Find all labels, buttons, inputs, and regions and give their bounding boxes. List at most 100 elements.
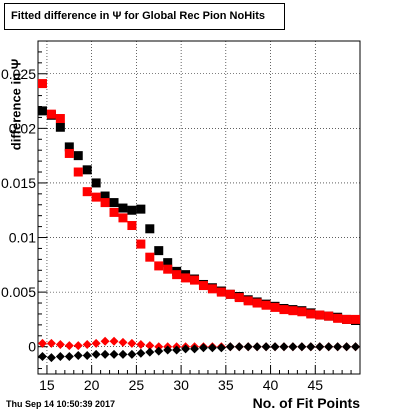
data-point [198,281,208,291]
data-point [118,203,128,213]
data-point [109,349,119,359]
data-point [118,337,128,347]
data-point [207,284,217,294]
data-point [342,342,352,352]
data-point [100,349,110,359]
data-point [118,213,128,223]
data-point [234,293,244,303]
x-tick-label: 30 [173,377,189,393]
data-point [64,148,74,158]
data-point [333,313,343,323]
data-point [306,342,316,352]
data-point [172,345,182,355]
data-point [55,352,65,362]
y-tick-label: 0.015 [1,175,36,191]
data-point [91,338,101,348]
data-point [315,342,325,352]
data-point [190,275,200,285]
data-point [46,353,56,363]
x-tick-label: 15 [39,377,55,393]
data-point [279,305,289,315]
data-point [100,191,110,201]
data-point [37,352,47,362]
data-point [136,348,146,358]
data-point [91,192,101,202]
grid-lines [38,41,360,374]
data-point [288,306,298,316]
data-point [297,307,307,317]
data-point [225,342,235,352]
data-point [145,347,155,357]
x-tick-label: 45 [307,377,323,393]
data-point [136,340,146,350]
data-point [136,239,146,249]
data-point [351,314,361,324]
data-point [243,342,253,352]
data-point [64,341,74,351]
data-point [82,187,92,197]
data-point [270,302,280,312]
data-point [252,342,262,352]
data-point [46,109,56,119]
data-point [73,341,83,351]
data-point [64,352,74,362]
data-point [342,314,352,324]
y-tick-label: 0.01 [9,230,36,246]
data-point [172,270,182,280]
data-point [216,287,226,297]
data-point [181,273,191,283]
data-point [145,341,155,351]
data-point [154,261,164,271]
data-point [154,246,164,256]
data-point [207,343,217,353]
data-point [127,349,137,359]
data-point [100,336,110,346]
data-point [127,205,137,215]
data-point [181,344,191,354]
data-point [37,106,47,116]
data-point [73,167,83,177]
data-point [64,142,74,152]
data-point [37,338,47,348]
data-point [279,342,289,352]
data-point [91,178,101,188]
data-point [91,349,101,359]
y-tick-label: 0.005 [1,284,36,300]
data-point [100,198,110,208]
data-point [109,198,119,208]
x-tick-label: 20 [84,377,100,393]
x-tick-label: 25 [129,377,145,393]
data-point [145,224,155,234]
data-point [297,342,307,352]
data-point [55,114,65,124]
axis-ticks: 15 20 25 30 35 40 45 0 0.005 0.01 0.015 0.02 0.025 [1,40,361,393]
data-point [109,207,119,217]
data-point [154,346,164,356]
data-point [109,336,119,346]
data-point [243,296,253,306]
y-tick-label: 0 [28,339,36,355]
data-point [136,204,146,214]
chart-title: Fitted difference in Ψ for Global Rec Pi… [4,3,285,30]
series-4 [37,342,361,363]
data-point [37,79,47,89]
data-point [163,258,173,268]
timestamp: Thu Sep 14 10:50:39 2017 [6,399,116,409]
data-point [270,342,280,352]
x-tick-label: 35 [218,377,234,393]
data-point [82,350,92,360]
data-point [163,345,173,355]
x-axis-label: No. of Fit Points [252,395,360,411]
data-point [288,342,298,352]
data-point [252,298,262,308]
data-point [82,165,92,175]
data-point [333,342,343,352]
data-point [261,342,271,352]
data-point [351,342,361,352]
y-tick-label: 0.02 [9,120,36,136]
data-point [225,289,235,299]
data-markers [37,79,361,363]
series-2 [37,79,361,324]
data-point [127,338,137,348]
